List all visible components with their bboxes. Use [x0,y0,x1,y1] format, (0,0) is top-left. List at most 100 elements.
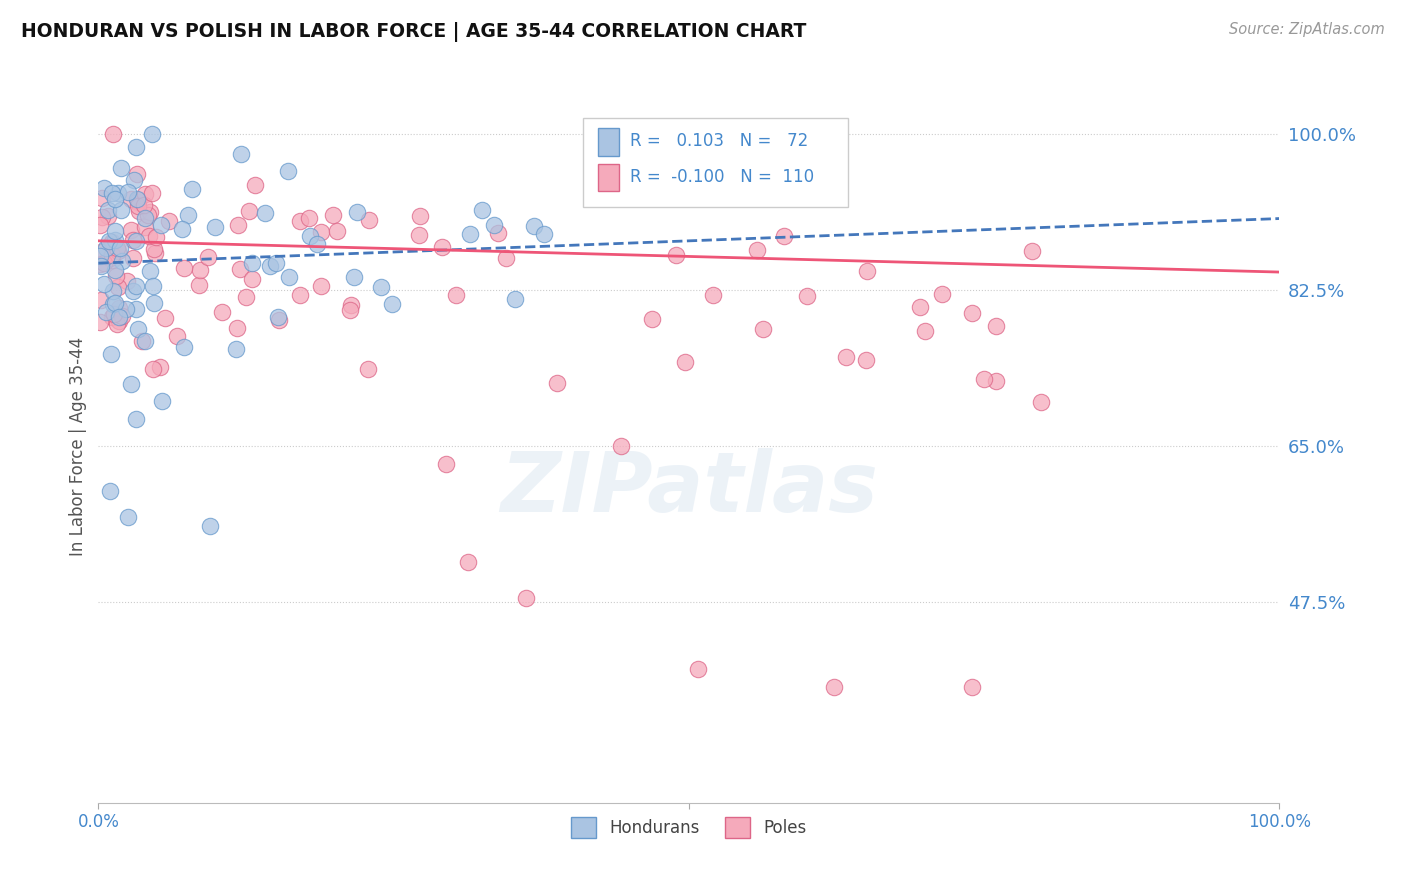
Point [134,334,156,348]
Point [93,181,115,195]
Point [121,233,143,247]
Point [908,300,931,314]
Point [495,252,517,266]
Point [170,222,193,236]
Point [101,253,124,268]
Point [91,191,114,205]
Point [267,313,290,327]
Point [104,192,127,206]
Point [111,309,134,323]
Point [381,297,404,311]
Point [665,248,688,262]
Point [103,284,125,298]
Point [180,182,202,196]
Point [134,220,156,235]
Point [149,359,172,374]
Point [745,243,768,257]
Point [357,362,380,376]
Point [503,292,526,306]
Point [93,256,115,270]
Point [610,439,633,453]
Point [122,173,145,187]
Legend: Hondurans, Poles: Hondurans, Poles [565,811,813,845]
Point [107,242,129,256]
Point [240,272,263,286]
Point [523,219,546,234]
Point [339,303,361,318]
Point [673,355,696,369]
Point [238,204,260,219]
Point [298,229,321,244]
Point [127,195,149,210]
Point [127,193,149,207]
Point [107,301,129,315]
Point [101,310,124,324]
Point [90,244,112,259]
Point [408,228,430,243]
Point [138,229,160,244]
Point [173,261,195,276]
Point [107,186,129,200]
Point [103,307,125,321]
Point [931,287,953,301]
Point [125,192,148,206]
Point [305,236,328,251]
Point [290,288,312,302]
Point [89,314,111,328]
Point [90,259,112,273]
Point [984,318,1007,333]
Point [127,321,149,335]
Point [796,289,818,303]
Point [103,127,125,141]
Point [973,372,995,386]
Point [101,248,124,262]
Point [100,347,122,361]
Point [125,301,148,316]
Point [105,318,128,332]
Point [97,234,120,248]
Point [243,178,266,192]
Y-axis label: In Labor Force | Age 35-44: In Labor Force | Age 35-44 [69,336,87,556]
Point [117,510,139,524]
Point [107,244,129,258]
Point [702,287,724,301]
Point [89,257,111,271]
Point [228,261,250,276]
Point [533,227,555,241]
Point [309,278,332,293]
FancyBboxPatch shape [598,128,619,155]
Point [960,680,983,694]
Point [515,591,537,605]
Point [134,187,156,202]
Point [546,376,568,390]
Point [111,254,134,268]
Point [235,290,257,304]
Point [90,210,112,224]
Point [108,241,131,255]
Point [128,204,150,219]
FancyBboxPatch shape [598,164,619,191]
Point [457,555,479,569]
Point [914,324,936,338]
Point [226,218,249,232]
Point [149,218,172,232]
Point [960,306,983,320]
Point [1021,244,1043,258]
Point [166,329,188,343]
Point [856,264,879,278]
Point [100,236,122,251]
Point [267,310,290,324]
Point [127,167,149,181]
Point [409,209,432,223]
Point [121,251,143,265]
Point [143,242,166,256]
Point [641,312,664,326]
Point [136,208,159,222]
Point [486,226,509,240]
Point [430,239,453,253]
Point [835,350,858,364]
Point [686,662,709,676]
Point [134,211,156,226]
Text: R =  -0.100   N =  110: R = -0.100 N = 110 [630,168,814,186]
Point [101,296,124,310]
